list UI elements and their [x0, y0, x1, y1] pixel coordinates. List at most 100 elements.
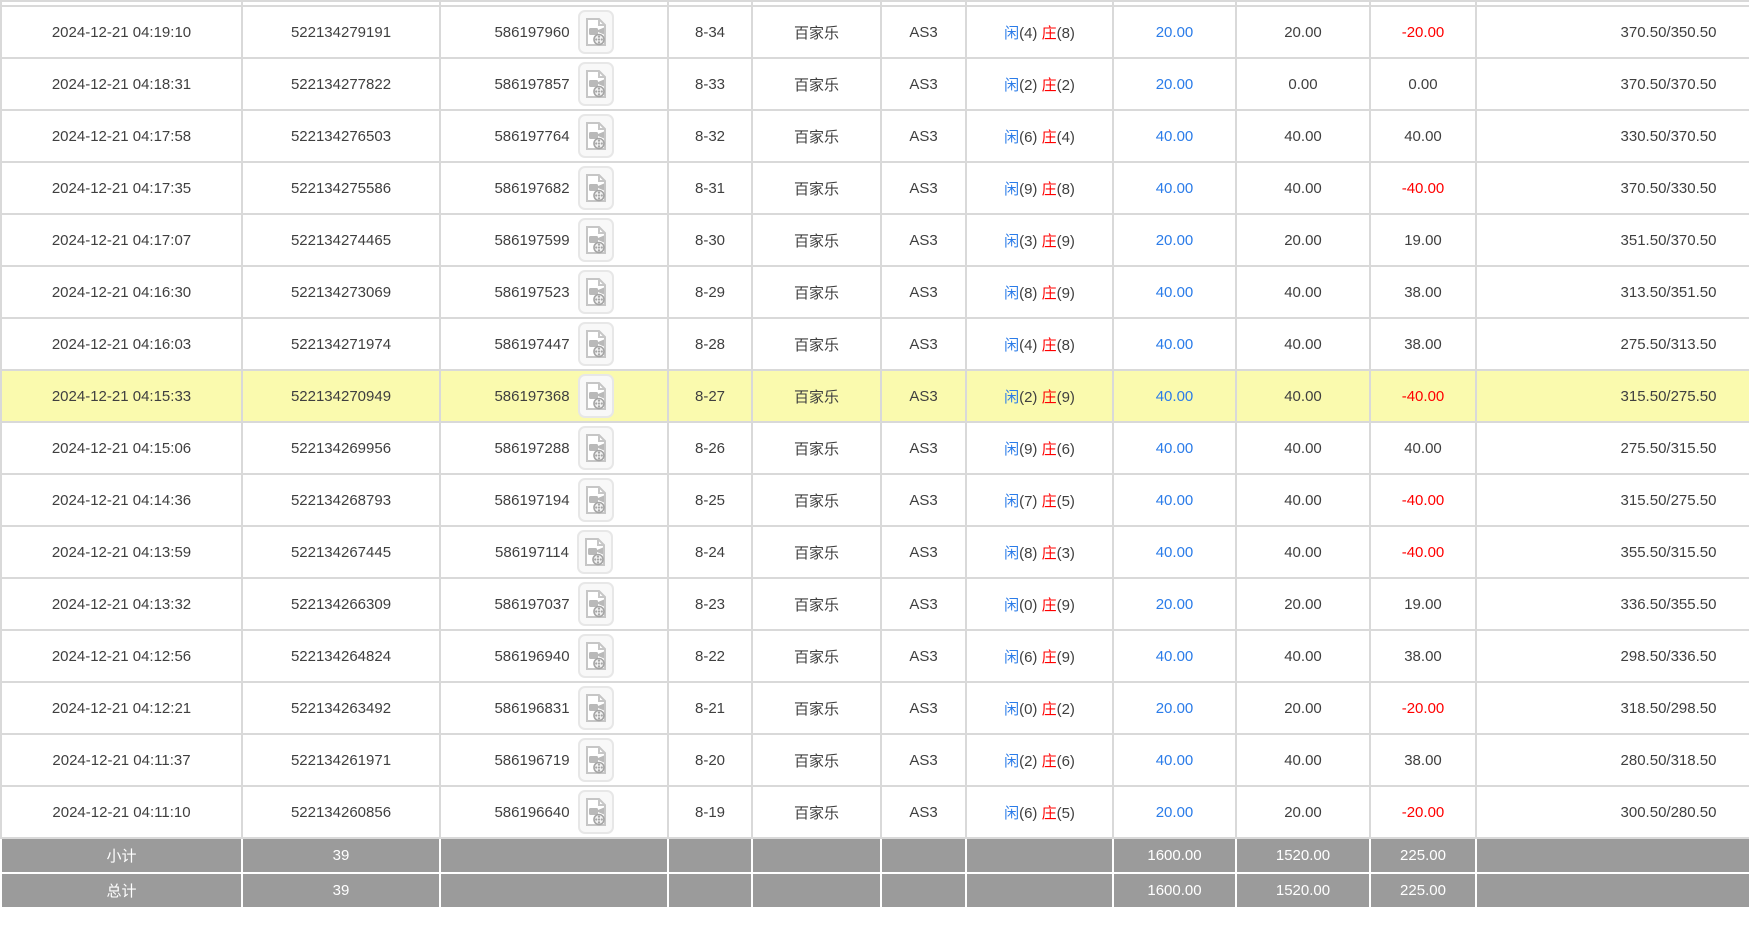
video-record-icon [585, 434, 606, 462]
player-label: 闲 [1004, 440, 1020, 458]
table-row[interactable]: 2024-12-21 04:15:33 522134270949 586197368… [0, 369, 1749, 423]
table-row[interactable]: 2024-12-21 04:16:03 522134271974 586197447… [0, 317, 1749, 371]
cell-result: 闲(6) 庄(4) [965, 109, 1114, 163]
table-row[interactable]: 2024-12-21 04:17:58 522134276503 586197764… [0, 109, 1749, 163]
video-replay-button[interactable] [577, 322, 614, 366]
cell-valid-amount: 20.00 [1235, 577, 1371, 631]
cell-video: 586197764 [439, 109, 669, 163]
table-row[interactable]: 2024-12-21 04:11:37 522134261971 586196719… [0, 733, 1749, 787]
video-replay-button[interactable] [577, 114, 614, 158]
cell-table-name: AS3 [880, 317, 967, 371]
cell-bet-time: 2024-12-21 04:17:35 [0, 161, 243, 215]
cell-round: 8-29 [667, 265, 753, 319]
video-number: 586197682 [494, 179, 570, 197]
cell-table-name: AS3 [880, 785, 967, 839]
player-label: 闲 [1004, 76, 1020, 94]
video-replay-button[interactable] [577, 166, 614, 210]
video-replay-button[interactable] [577, 738, 614, 782]
cell-valid-amount: 40.00 [1235, 265, 1371, 319]
table-row[interactable]: 2024-12-21 04:19:10 522134279191 586197960… [0, 5, 1749, 59]
video-group: 586197682 [442, 166, 666, 210]
table-row[interactable]: 2024-12-21 04:16:30 522134273069 586197523… [0, 265, 1749, 319]
cell-bet-amount: 40.00 [1112, 629, 1237, 683]
cell-order-number: 522134263492 [241, 681, 441, 735]
cell-win-loss: -40.00 [1369, 473, 1477, 527]
table-row[interactable]: 2024-12-21 04:13:59 522134267445 586197114… [0, 525, 1749, 579]
cell-order-number: 522134266309 [241, 577, 441, 631]
video-group: 586197037 [442, 582, 666, 626]
banker-label: 庄 [1041, 440, 1057, 458]
video-replay-button[interactable] [577, 686, 614, 730]
video-replay-button[interactable] [577, 10, 614, 54]
cell-game-type: 百家乐 [751, 421, 882, 475]
cell-win-loss: 19.00 [1369, 577, 1477, 631]
bet-history-table: 2024-12-21 04:19:10 522134279191 586197960… [0, 0, 1749, 907]
video-replay-button[interactable] [577, 790, 614, 834]
cell-video: 586196719 [439, 733, 669, 787]
banker-label: 庄 [1041, 492, 1057, 510]
video-group: 586196831 [442, 686, 666, 730]
table-row[interactable]: 2024-12-21 04:17:07 522134274465 586197599… [0, 213, 1749, 267]
table-row[interactable]: 2024-12-21 04:15:06 522134269956 586197288… [0, 421, 1749, 475]
table-row[interactable]: 2024-12-21 04:18:31 522134277822 586197857… [0, 57, 1749, 111]
cell-video: 586197194 [439, 473, 669, 527]
cell-round: 8-26 [667, 421, 753, 475]
cell-balance: 313.50/351.50 [1475, 265, 1749, 319]
partial-cell [667, 0, 753, 7]
cell-table-name: AS3 [880, 733, 967, 787]
cell-result: 闲(0) 庄(2) [965, 681, 1114, 735]
video-number: 586197523 [494, 283, 570, 301]
cell-bet-time: 2024-12-21 04:12:56 [0, 629, 243, 683]
cell-bet-time: 2024-12-21 04:13:32 [0, 577, 243, 631]
video-group: 586197523 [442, 270, 666, 314]
table-row[interactable]: 2024-12-21 04:12:21 522134263492 586196831… [0, 681, 1749, 735]
cell-balance: 275.50/313.50 [1475, 317, 1749, 371]
cell-result: 闲(8) 庄(9) [965, 265, 1114, 319]
banker-label: 庄 [1041, 804, 1057, 822]
cell-result: 闲(3) 庄(9) [965, 213, 1114, 267]
video-replay-button[interactable] [577, 634, 614, 678]
partial-cell [439, 0, 669, 7]
table-row[interactable]: 2024-12-21 04:17:35 522134275586 586197682… [0, 161, 1749, 215]
video-replay-button[interactable] [577, 218, 614, 262]
cell-game-type: 百家乐 [751, 57, 882, 111]
cell-result: 闲(6) 庄(9) [965, 629, 1114, 683]
cell-valid-amount: 0.00 [1235, 57, 1371, 111]
cell-result: 闲(4) 庄(8) [965, 317, 1114, 371]
table-row[interactable]: 2024-12-21 04:11:10 522134260856 586196640… [0, 785, 1749, 839]
cell-bet-amount: 20.00 [1112, 785, 1237, 839]
cell-win-loss: -20.00 [1369, 5, 1477, 59]
cell-order-number: 522134264824 [241, 629, 441, 683]
cell-valid-amount: 40.00 [1235, 369, 1371, 423]
video-record-icon [585, 746, 606, 774]
summary-empty [667, 872, 753, 907]
video-replay-button[interactable] [577, 426, 614, 470]
cell-game-type: 百家乐 [751, 161, 882, 215]
table-row[interactable]: 2024-12-21 04:14:36 522134268793 586197194… [0, 473, 1749, 527]
video-record-icon [585, 174, 606, 202]
video-replay-button[interactable] [577, 62, 614, 106]
video-replay-button[interactable] [577, 374, 614, 418]
video-number: 586197368 [494, 387, 570, 405]
video-replay-button[interactable] [577, 478, 614, 522]
video-number: 586196640 [494, 803, 570, 821]
video-replay-button[interactable] [577, 582, 614, 626]
summary-valid-total: 1520.00 [1235, 837, 1371, 874]
cell-video: 586197960 [439, 5, 669, 59]
cell-balance: 280.50/318.50 [1475, 733, 1749, 787]
partial-cell [1475, 0, 1749, 7]
cell-table-name: AS3 [880, 57, 967, 111]
banker-label: 庄 [1041, 648, 1057, 666]
cell-bet-amount: 40.00 [1112, 473, 1237, 527]
cell-bet-time: 2024-12-21 04:13:59 [0, 525, 243, 579]
banker-label: 庄 [1041, 24, 1057, 42]
video-replay-button[interactable] [576, 530, 613, 574]
player-label: 闲 [1004, 492, 1020, 510]
video-number: 586197447 [494, 335, 570, 353]
video-replay-button[interactable] [577, 270, 614, 314]
table-row[interactable]: 2024-12-21 04:13:32 522134266309 586197037… [0, 577, 1749, 631]
cell-bet-amount: 20.00 [1112, 5, 1237, 59]
cell-game-type: 百家乐 [751, 265, 882, 319]
cell-round: 8-25 [667, 473, 753, 527]
table-row[interactable]: 2024-12-21 04:12:56 522134264824 586196940… [0, 629, 1749, 683]
